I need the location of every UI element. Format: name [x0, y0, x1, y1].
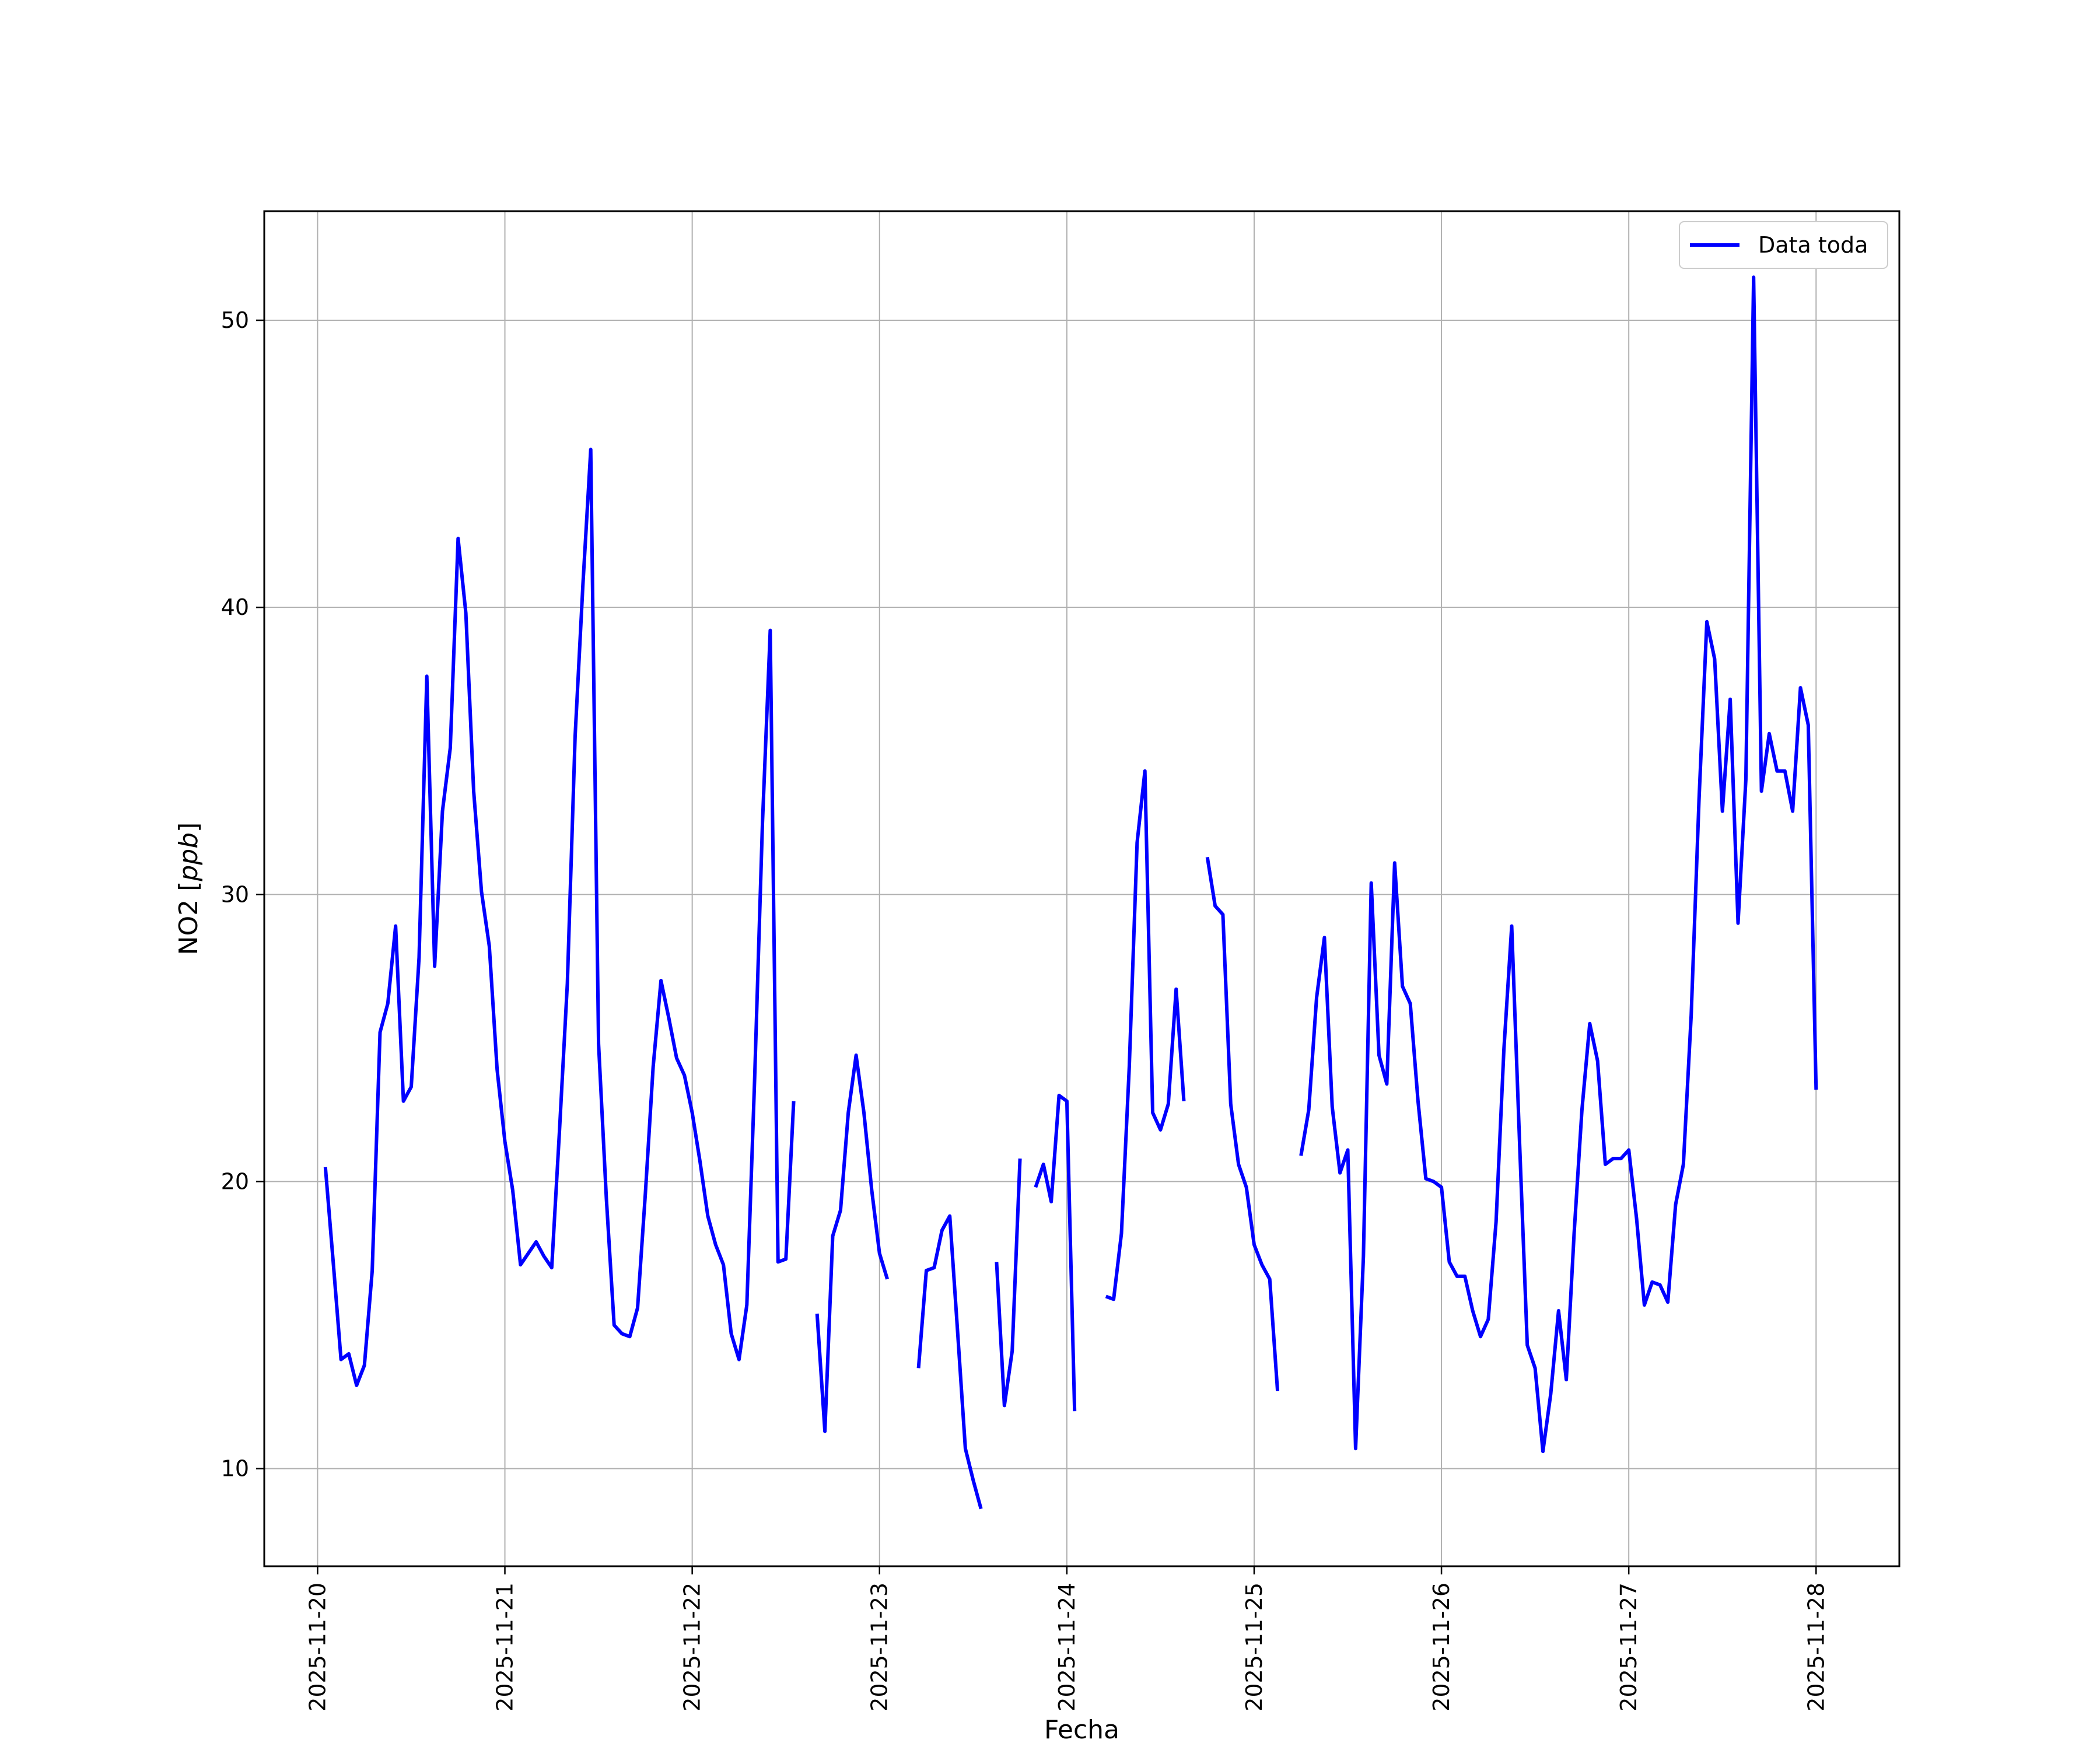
- y-axis: 10 20 30 40 50: [221, 307, 264, 1482]
- y-axis-label-unit: ppb: [174, 832, 204, 882]
- series-line-segment: [1034, 1093, 1077, 1412]
- x-tick-label: 2025-11-23: [867, 1583, 892, 1712]
- series-line-segment: [916, 1214, 983, 1510]
- x-tick-label: 2025-11-22: [680, 1583, 705, 1712]
- legend-entry: Data toda: [1758, 232, 1868, 258]
- series-line-segment: [995, 1158, 1022, 1408]
- x-tick-label: 2025-11-25: [1241, 1583, 1267, 1712]
- y-axis-label-prefix: NO2 [: [174, 881, 204, 956]
- y-tick-label: 30: [221, 881, 249, 907]
- legend-box: [1679, 221, 1888, 269]
- x-tick-label: 2025-11-28: [1803, 1583, 1829, 1712]
- x-axis-label: Fecha: [1044, 1715, 1119, 1745]
- y-tick-label: 10: [221, 1456, 249, 1482]
- y-tick-label: 50: [221, 307, 249, 333]
- series-line-segment: [323, 447, 796, 1387]
- y-tick-label: 40: [221, 594, 249, 620]
- y-tick-label: 20: [221, 1169, 249, 1195]
- grid: [264, 211, 1899, 1566]
- series-line-segment: [1299, 275, 1818, 1454]
- y-axis-label-suffix: ]: [174, 822, 204, 832]
- x-tick-label: 2025-11-21: [492, 1583, 518, 1712]
- legend: Data toda: [1679, 221, 1888, 269]
- series-line-segment: [815, 1054, 889, 1433]
- x-tick-label: 2025-11-20: [304, 1583, 330, 1712]
- plot-frame: [263, 210, 1901, 1567]
- x-tick-label: 2025-11-27: [1616, 1583, 1642, 1712]
- series-lines: [323, 275, 1818, 1510]
- x-tick-label: 2025-11-24: [1054, 1583, 1080, 1712]
- x-axis: 2025-11-20 2025-11-21 2025-11-22 2025-11-23…: [304, 1566, 1829, 1712]
- series-line-segment: [1205, 856, 1280, 1392]
- series-line-segment: [1105, 769, 1186, 1301]
- y-axis-label: NO2 [ppb]: [174, 822, 204, 956]
- x-tick-label: 2025-11-26: [1429, 1583, 1454, 1712]
